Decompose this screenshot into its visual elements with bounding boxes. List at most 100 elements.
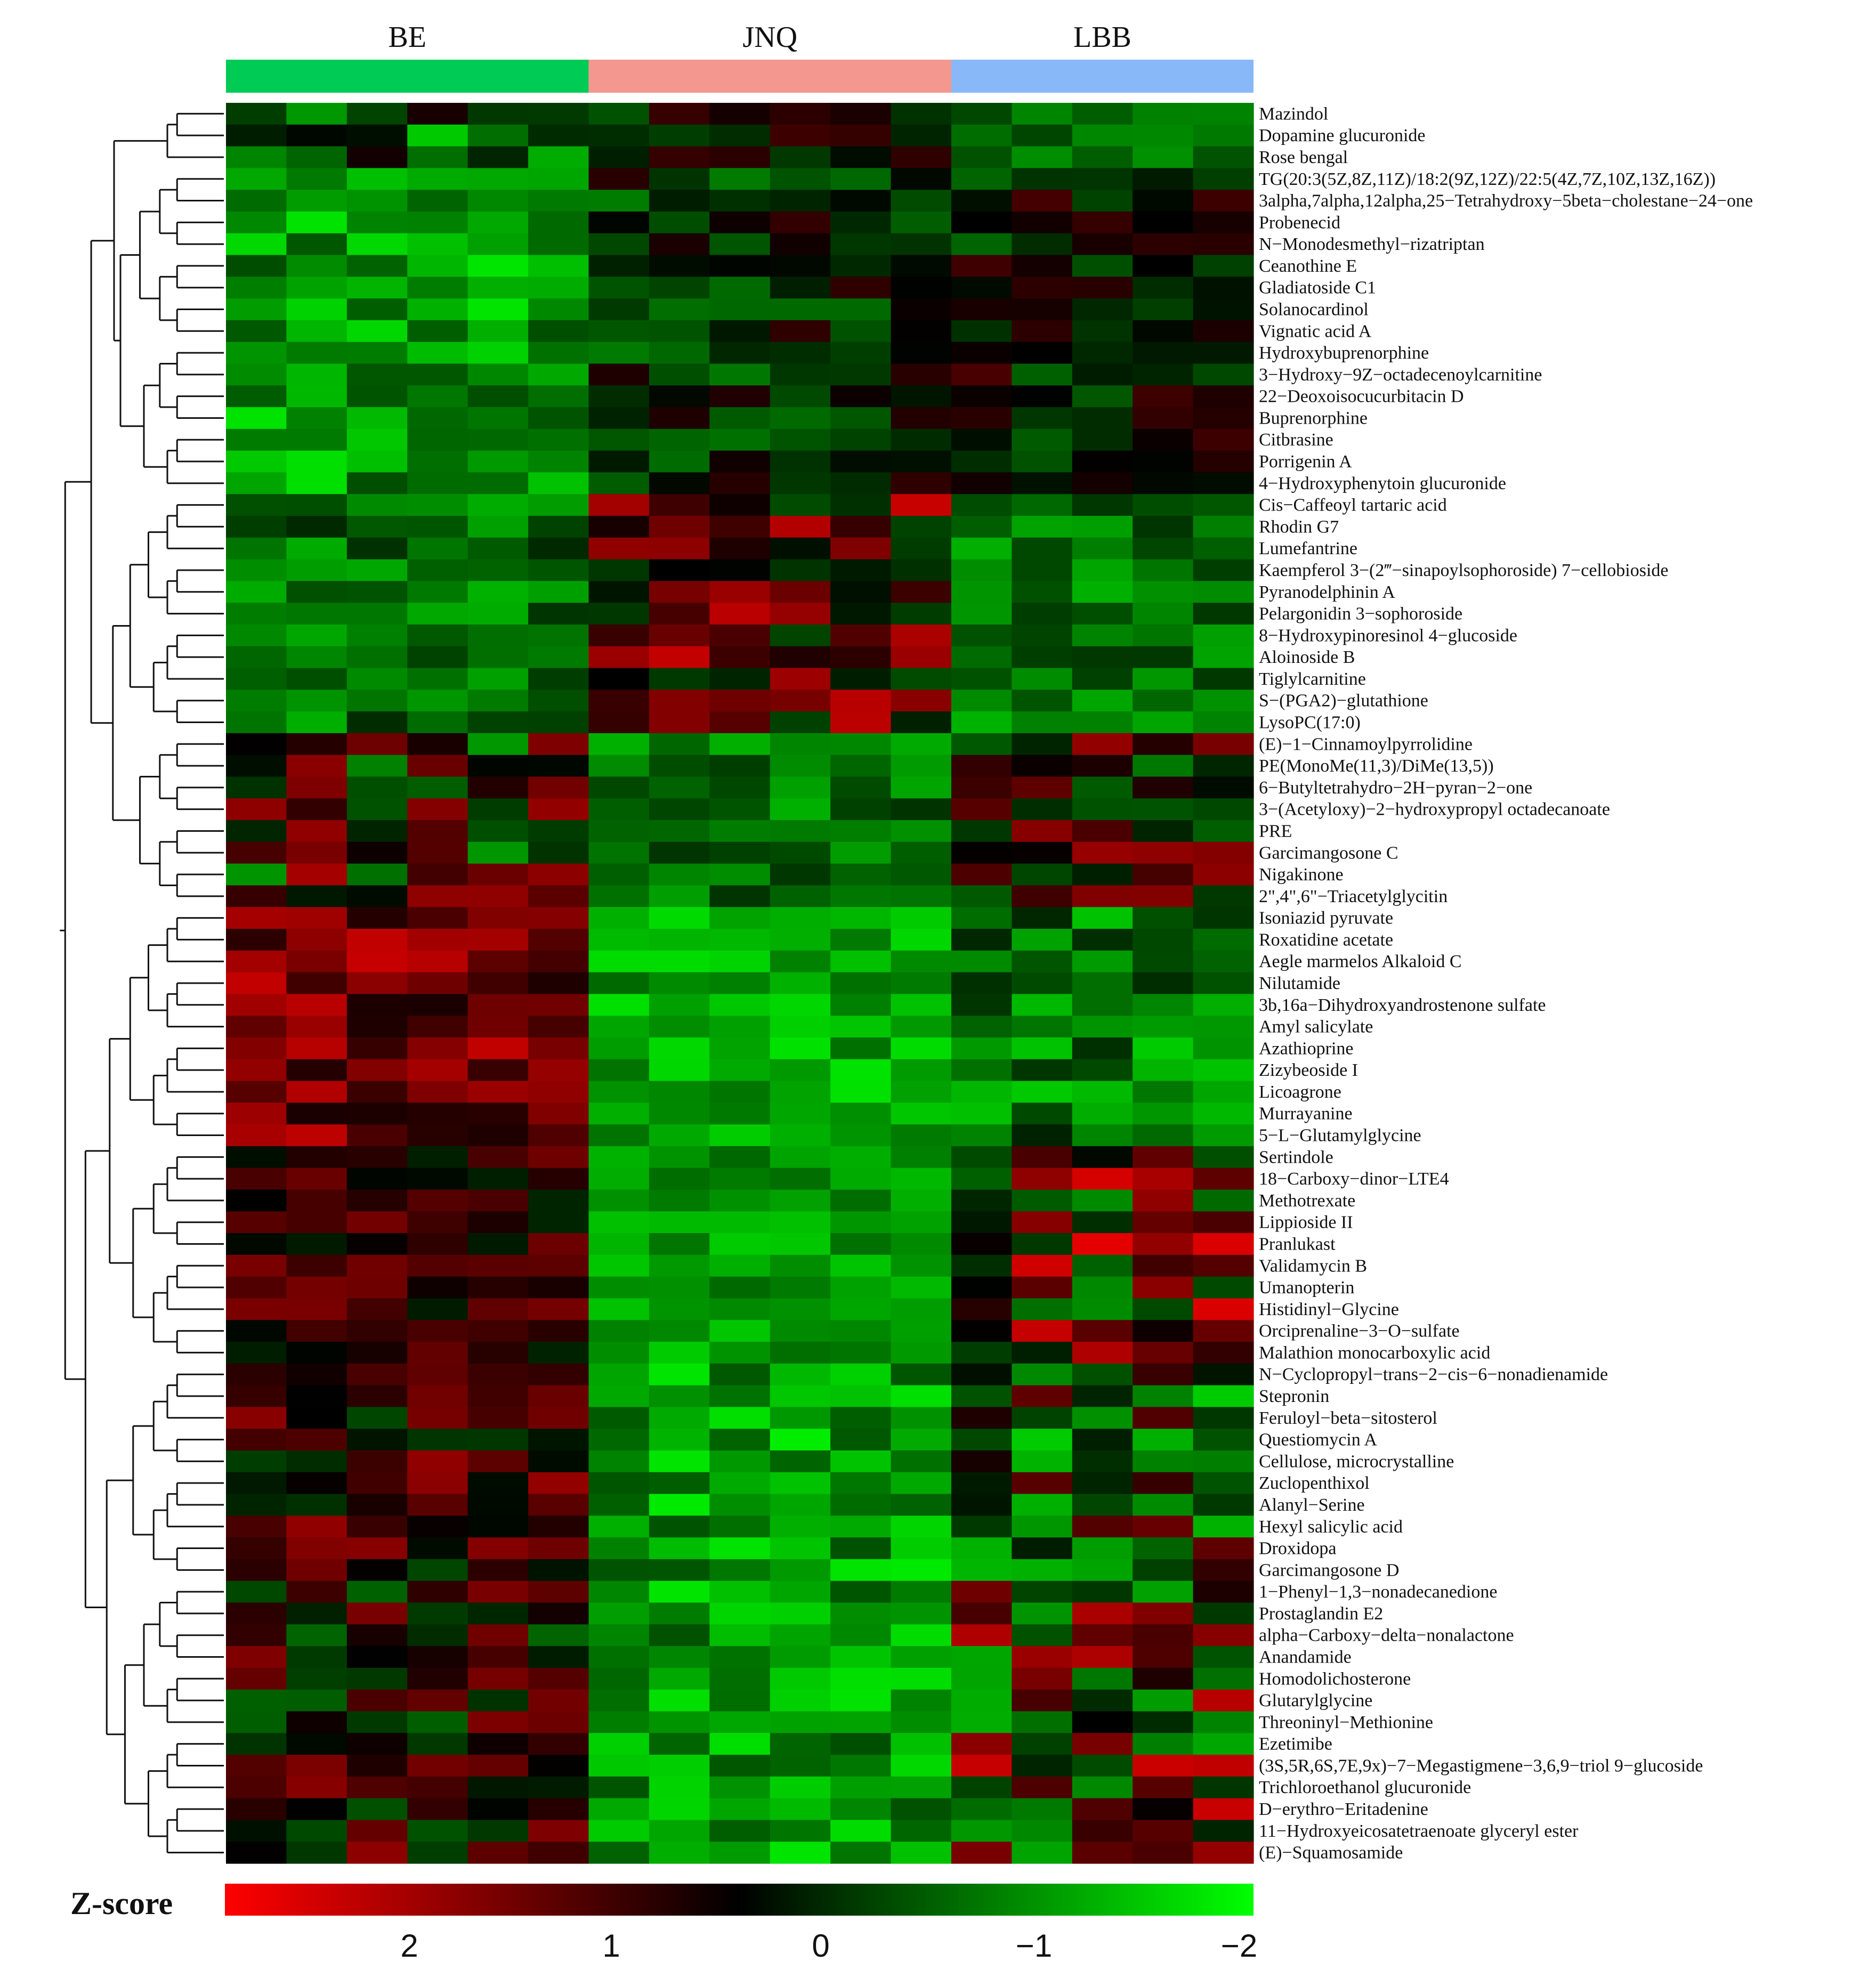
heatmap-cell — [1012, 885, 1073, 907]
heatmap-cell — [709, 320, 771, 343]
heatmap-cell — [709, 603, 771, 625]
heatmap-cell — [951, 1494, 1012, 1516]
heatmap-cell — [830, 1842, 892, 1864]
heatmap-cell — [649, 103, 710, 125]
heatmap-cell — [649, 472, 710, 494]
heatmap-cell — [467, 168, 529, 190]
heatmap-cell — [1133, 1320, 1194, 1342]
heatmap-cell — [770, 1602, 831, 1625]
heatmap-cell — [407, 646, 468, 669]
heatmap-cell — [467, 1102, 529, 1125]
heatmap-cell — [649, 798, 710, 821]
heatmap-cell — [770, 233, 831, 256]
heatmap-cell — [1133, 428, 1194, 451]
heatmap-cell — [951, 1602, 1012, 1625]
heatmap-cell — [407, 190, 468, 212]
heatmap-cell — [226, 1667, 287, 1690]
heatmap-cell — [770, 1102, 831, 1125]
heatmap-cell — [346, 1494, 408, 1516]
heatmap-cell — [1193, 624, 1254, 647]
heatmap-cell — [226, 407, 287, 429]
heatmap-cell — [951, 820, 1012, 842]
heatmap-cell — [649, 1494, 710, 1516]
heatmap-cell — [770, 668, 831, 690]
heatmap-cell — [1012, 1515, 1073, 1538]
heatmap-cell — [830, 863, 892, 886]
heatmap-cell — [1012, 581, 1073, 603]
heatmap-cell — [1012, 1580, 1073, 1603]
heatmap-cell — [226, 1580, 287, 1603]
heatmap-cell — [588, 733, 650, 756]
heatmap-cell — [709, 103, 771, 125]
heatmap-cell — [649, 1798, 710, 1821]
heatmap-cell — [649, 1407, 710, 1429]
heatmap-cell — [407, 1667, 468, 1690]
heatmap-cell — [588, 1407, 650, 1429]
heatmap-cell — [588, 1515, 650, 1538]
heatmap-cell — [1072, 320, 1133, 343]
heatmap-cell — [286, 1254, 347, 1277]
heatmap-cell — [1133, 820, 1194, 842]
heatmap-cell — [226, 255, 287, 277]
heatmap-cell — [830, 1363, 892, 1386]
heatmap-cell — [346, 168, 408, 190]
heatmap-cell — [830, 320, 892, 343]
heatmap-cell — [951, 342, 1012, 364]
heatmap-cell — [770, 255, 831, 277]
heatmap-cell — [588, 1798, 650, 1821]
heatmap-cell — [649, 1667, 710, 1690]
heatmap-cell — [226, 363, 287, 386]
heatmap-cell — [346, 624, 408, 647]
heatmap-cell — [1193, 929, 1254, 951]
row-label: 8−Hydroxypinoresinol 4−glucoside — [1259, 626, 1517, 645]
heatmap-cell — [528, 124, 589, 147]
heatmap-cell — [588, 1537, 650, 1560]
heatmap-cell — [588, 972, 650, 994]
heatmap-cell — [830, 1689, 892, 1712]
heatmap-cell — [1133, 1385, 1194, 1408]
heatmap-cell — [891, 1776, 952, 1799]
heatmap-cell — [709, 1602, 771, 1625]
heatmap-cell — [226, 603, 287, 625]
heatmap-cell — [346, 1820, 408, 1842]
heatmap-cell — [346, 1515, 408, 1538]
heatmap-cell — [1012, 190, 1073, 212]
heatmap-cell — [467, 1363, 529, 1386]
heatmap-cell — [346, 1429, 408, 1451]
heatmap-cell — [1012, 1733, 1073, 1755]
heatmap-cell — [286, 211, 347, 234]
heatmap-cell — [709, 211, 771, 234]
heatmap-cell — [1012, 124, 1073, 147]
heatmap-cell — [1133, 516, 1194, 538]
heatmap-cell — [709, 1168, 771, 1190]
heatmap-cell — [1193, 972, 1254, 994]
heatmap-cell — [1072, 1102, 1133, 1125]
heatmap-cell — [1193, 755, 1254, 777]
heatmap-cell — [649, 1450, 710, 1473]
heatmap-cell — [649, 820, 710, 842]
heatmap-cell — [891, 668, 952, 690]
heatmap-cell — [1193, 124, 1254, 147]
heatmap-cell — [467, 277, 529, 299]
heatmap-cell — [709, 1276, 771, 1299]
heatmap-cell — [951, 668, 1012, 690]
heatmap-cell — [1193, 516, 1254, 538]
heatmap-cell — [286, 1211, 347, 1234]
heatmap-cell — [1133, 1602, 1194, 1625]
heatmap-cell — [1012, 168, 1073, 190]
heatmap-cell — [226, 798, 287, 821]
heatmap-cell — [286, 1711, 347, 1733]
heatmap-cell — [649, 450, 710, 473]
heatmap-cell — [830, 1820, 892, 1842]
heatmap-cell — [588, 277, 650, 299]
heatmap-cell — [649, 1081, 710, 1103]
heatmap-cell — [286, 711, 347, 734]
heatmap-cell — [528, 1689, 589, 1712]
heatmap-cell — [891, 1450, 952, 1473]
heatmap-cell — [407, 1124, 468, 1147]
heatmap-cell — [770, 559, 831, 581]
heatmap-cell — [1012, 559, 1073, 581]
heatmap-cell — [770, 320, 831, 343]
heatmap-cell — [830, 711, 892, 734]
heatmap-cell — [649, 277, 710, 299]
